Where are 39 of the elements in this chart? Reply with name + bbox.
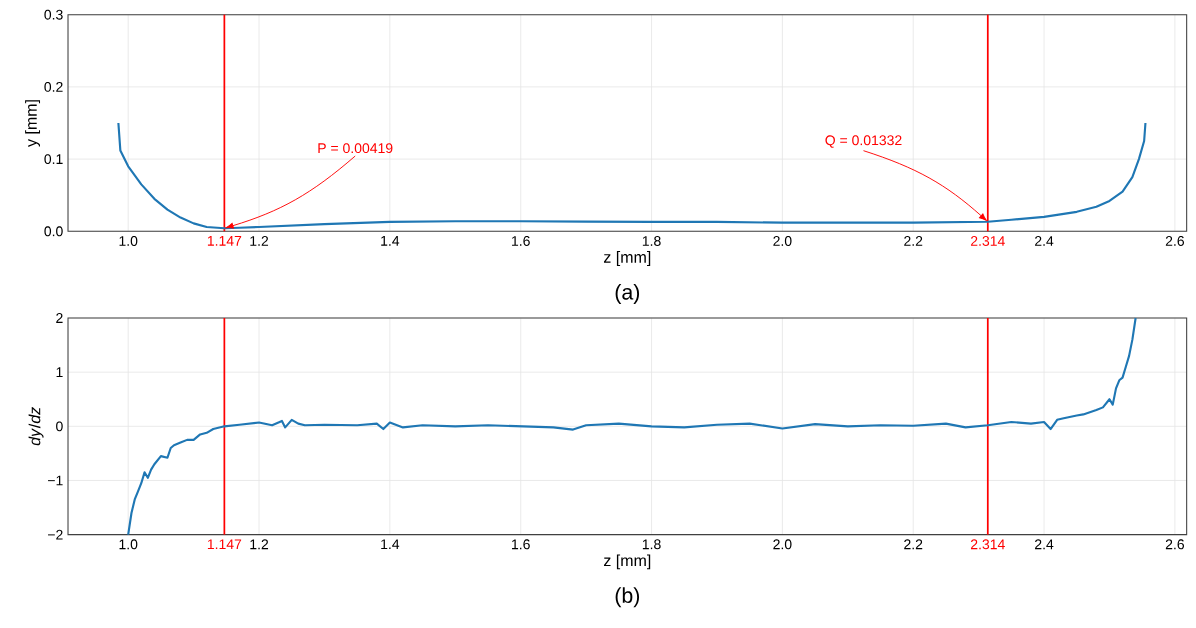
annotation: P = 0.00419 xyxy=(318,143,393,154)
y-tick-label: 0.3 xyxy=(44,9,63,20)
y-tick-label: 1 xyxy=(56,367,63,377)
y-axis-title: y [mm] xyxy=(25,100,41,147)
x-tick-label: 1.2 xyxy=(250,236,269,246)
y-tick-label: −2 xyxy=(48,529,63,540)
x-tick-label: 2.4 xyxy=(1035,236,1054,246)
x-axis-title: z [mm] xyxy=(603,554,651,570)
y-tick-label: 2 xyxy=(56,313,63,323)
annotation: Q = 0.01332 xyxy=(825,135,902,148)
x-tick-label: 2.2 xyxy=(904,236,923,246)
text: (a) xyxy=(615,284,640,304)
y-tick-label: −1 xyxy=(48,475,63,486)
x-tick-label: 2.0 xyxy=(773,539,792,550)
x-tick-label: 2.0 xyxy=(773,236,792,246)
x-tick-label: 1.4 xyxy=(381,539,400,549)
x-axis-title: z [mm] xyxy=(603,251,651,267)
text: (b) xyxy=(615,587,640,608)
ref-line-label: 1.147 xyxy=(207,236,242,246)
y-tick-label: 0.2 xyxy=(44,81,63,92)
y-axis-title: dy/dz xyxy=(28,407,44,446)
x-tick-label: 2.6 xyxy=(1165,236,1184,246)
ref-line-label: 2.314 xyxy=(970,236,1005,246)
ref-line-label: 2.314 xyxy=(970,539,1005,550)
x-tick-label: 1.2 xyxy=(250,539,269,550)
y-tick-label: 0.1 xyxy=(44,154,63,165)
y-tick-label: 0.0 xyxy=(44,226,63,237)
x-tick-label: 2.4 xyxy=(1035,539,1054,550)
x-tick-label: 2.6 xyxy=(1165,539,1185,550)
x-tick-label: 1.6 xyxy=(512,539,530,550)
x-tick-label: 1.8 xyxy=(642,539,661,550)
x-tick-label: 1.6 xyxy=(512,236,530,246)
x-tick-label: 1.4 xyxy=(381,236,400,246)
x-tick-label: 1.8 xyxy=(642,236,661,246)
x-tick-label: 1.0 xyxy=(119,236,138,246)
x-tick-label: 2.2 xyxy=(904,539,923,550)
y-tick-label: 0 xyxy=(56,421,63,432)
ref-line-label: 1.147 xyxy=(207,539,242,549)
x-tick-label: 1.0 xyxy=(119,539,138,550)
